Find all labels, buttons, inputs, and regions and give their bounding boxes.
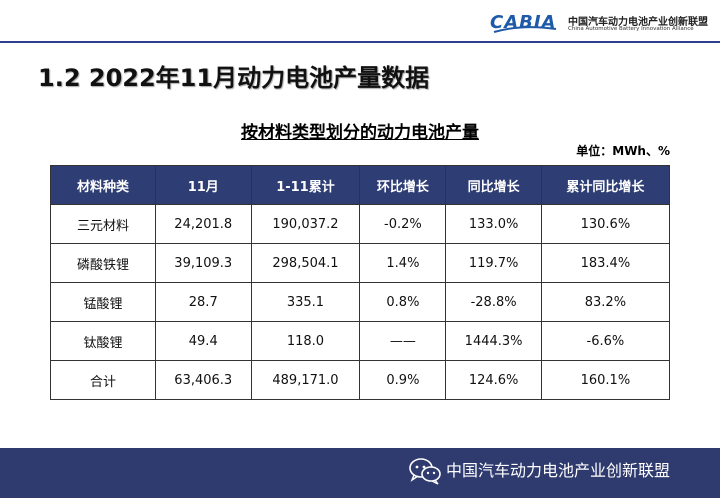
logo-english-name: China Automotive Battery Innovation Alli… <box>568 26 694 32</box>
table-cell: 124.6% <box>445 360 542 400</box>
table-row: 锰酸锂 28.7 335.1 0.8% -28.8% 83.2% <box>50 282 671 322</box>
table-title: 按材料类型划分的动力电池产量 <box>241 123 479 143</box>
table-cell: 190,037.2 <box>250 204 361 244</box>
table-cell: 83.2% <box>540 282 671 322</box>
table-cell: 335.1 <box>250 282 361 322</box>
table-cell: 118.0 <box>250 321 361 361</box>
production-table: 材料种类 11月 1-11累计 环比增长 同比增长 累计同比增长 三元材料 24… <box>50 165 671 400</box>
table-cell: 锰酸锂 <box>50 282 156 322</box>
footer-bar: 中国汽车动力电池产业创新联盟 <box>0 448 720 498</box>
table-row: 磷酸铁锂 39,109.3 298,504.1 1.4% 119.7% 183.… <box>50 243 671 283</box>
table-cell: 130.6% <box>540 204 671 244</box>
table-cell: 183.4% <box>540 243 671 283</box>
table-cell: 133.0% <box>445 204 542 244</box>
table-row: 三元材料 24,201.8 190,037.2 -0.2% 133.0% 130… <box>50 204 671 244</box>
table-row: 钛酸锂 49.4 118.0 —— 1444.3% -6.6% <box>50 321 671 361</box>
table-cell: 合计 <box>50 360 156 400</box>
table-cell: 1.4% <box>359 243 447 283</box>
footer-text: 中国汽车动力电池产业创新联盟 <box>446 461 671 480</box>
logo-swoosh-icon <box>493 26 557 33</box>
table-cell: 489,171.0 <box>250 360 361 400</box>
table-cell: 钛酸锂 <box>50 321 156 361</box>
table-cell: 24,201.8 <box>155 204 252 244</box>
wechat-icon <box>409 458 441 485</box>
header-cell: 11月 <box>155 165 252 205</box>
table-cell: 160.1% <box>540 360 671 400</box>
header-cell: 累计同比增长 <box>540 165 671 205</box>
table-cell: 三元材料 <box>50 204 156 244</box>
table-cell: 119.7% <box>445 243 542 283</box>
table-cell: 1444.3% <box>445 321 542 361</box>
table-row-total: 合计 63,406.3 489,171.0 0.9% 124.6% 160.1% <box>50 360 671 400</box>
table-cell: 0.9% <box>359 360 447 400</box>
header-cell: 环比增长 <box>359 165 447 205</box>
table-cell: 298,504.1 <box>250 243 361 283</box>
table-cell: 49.4 <box>155 321 252 361</box>
header-cell: 1-11累计 <box>250 165 361 205</box>
logo-chinese-name: 中国汽车动力电池产业创新联盟 <box>568 17 708 28</box>
table-cell: 39,109.3 <box>155 243 252 283</box>
header-cell: 同比增长 <box>445 165 542 205</box>
table-cell: 63,406.3 <box>155 360 252 400</box>
cabia-logo: CABIA 中国汽车动力电池产业创新联盟 China Automotive Ba… <box>490 10 718 36</box>
table-cell: 28.7 <box>155 282 252 322</box>
section-title: 1.2 2022年11月动力电池产量数据 <box>38 64 430 92</box>
table-header-row: 材料种类 11月 1-11累计 环比增长 同比增长 累计同比增长 <box>50 165 671 205</box>
table-cell: -0.2% <box>359 204 447 244</box>
table-cell: —— <box>359 321 447 361</box>
unit-label: 单位：MWh、% <box>576 144 670 158</box>
table-cell: -6.6% <box>540 321 671 361</box>
table-cell: 磷酸铁锂 <box>50 243 156 283</box>
table-cell: 0.8% <box>359 282 447 322</box>
header-cell: 材料种类 <box>50 165 156 205</box>
table-cell: -28.8% <box>445 282 542 322</box>
header-divider <box>0 41 720 43</box>
